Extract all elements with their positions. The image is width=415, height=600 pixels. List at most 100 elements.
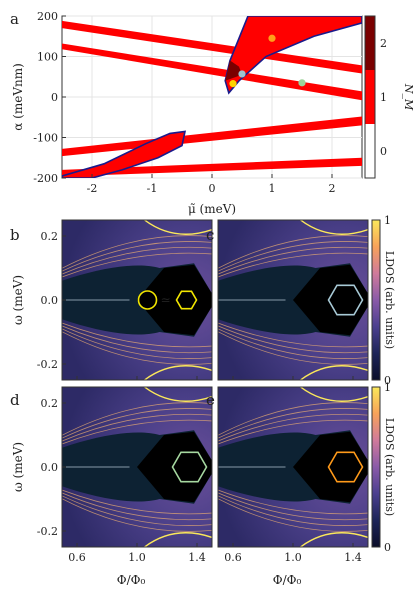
y-tick-label-3: 100: [37, 51, 58, 64]
p-d-upper-curve-0: [62, 419, 212, 445]
panel-d-label: d: [10, 391, 20, 409]
marker-point-0: [229, 80, 237, 88]
p-d-x-tick-label-1: 1.0: [128, 551, 146, 564]
x-tick-label-3: 1: [269, 182, 276, 195]
p-e-upper-curve-1: [218, 413, 368, 442]
panel-e-x-label: Φ/Φ₀: [273, 573, 302, 587]
p-c-upper-curve-1: [218, 246, 368, 275]
panel-a-x-ticks: -2 -1 0 1 2: [87, 174, 336, 195]
y-tick-label-2: 0: [51, 91, 58, 104]
colorbar-tick-1: 1: [380, 91, 387, 104]
p-d-y-tick-label-1: 0.0: [41, 461, 59, 474]
p-b-gap-region: [137, 264, 212, 336]
colorbar-segment-1: [365, 70, 375, 124]
x-tick-label-4: 2: [329, 182, 336, 195]
p-e-lower-curve-2: [218, 495, 368, 526]
p-d-content: [62, 387, 212, 547]
x-tick-label-2: 0: [209, 182, 216, 195]
p-d-lower-curve-0: [62, 489, 212, 515]
panel-b-heatmap: ≃ -0.2 0.0 0.2: [37, 219, 213, 381]
p-e-bottom-bright: [300, 532, 368, 547]
p-c-gap-region: [293, 264, 368, 336]
p-b-upper-curve-3: [62, 235, 212, 269]
panel-a: a -2 -1 0 1 2 -200 -100 0 100 200 μ̃ (meV) α (me…: [10, 10, 415, 216]
band-0: [62, 20, 362, 74]
panel-a-x-label: μ̃ (meV): [188, 202, 236, 216]
panel-b: b ≃ -0.2 0.0 0.2: [10, 219, 213, 381]
p-c-top-bright: [300, 220, 368, 235]
p-b-lower-curve-2: [62, 328, 212, 359]
colorbar-tick-0: 0: [380, 145, 387, 158]
y-tick-label-4: 200: [37, 10, 58, 23]
p-b-inset-circle: [137, 290, 158, 310]
cb2-tick-1: 1: [384, 381, 391, 394]
p-d-top-bright: [144, 387, 212, 402]
overlap-region: [225, 60, 242, 81]
p-d-lower-curve-3: [62, 498, 212, 532]
panel-d-heatmap: -0.2 0.0 0.2 0.6 1.0 1.4: [37, 386, 213, 564]
band-2: [62, 116, 362, 157]
ldos-colorbar-bottom: 01: [371, 381, 391, 554]
p-e-upper-curve-3: [218, 402, 368, 436]
marker-point-2: [298, 79, 306, 87]
p-d-upper-curve-1: [62, 413, 212, 442]
marker-point-3: [268, 34, 276, 42]
p-d-lower-curve-2: [62, 495, 212, 526]
panel-c: c: [206, 219, 369, 381]
p-d-x-tick-label-0: 0.6: [68, 551, 86, 564]
y-tick-label-0: -200: [33, 172, 58, 185]
ldos-colorbar-bottom-label: LDOS (arb. units): [383, 418, 396, 516]
colorbar-frame: [364, 15, 376, 179]
p-d-upper-curve-2: [62, 408, 212, 439]
colorbar-segment-0: [365, 16, 375, 70]
p-d-y-tick-label-2: 0.2: [41, 397, 59, 410]
ldos-colorbar-top-label: LDOS (arb. units): [383, 251, 396, 349]
p-d-bottom-bright: [144, 532, 212, 547]
p-e-lower-curve-0: [218, 489, 368, 515]
marker-point-1: [238, 70, 246, 78]
p-e-content: [218, 387, 368, 547]
p-b-lower-curve-0: [62, 322, 212, 348]
panel-d: d -0.2 0.0 0.2 0.6 1.0 1.4: [10, 386, 213, 564]
band-3: [62, 157, 362, 177]
panel-e: e 0.6 1.0 1.4: [206, 386, 369, 564]
p-b-upper-curve-0: [62, 252, 212, 278]
p-d-inset-hexagon: [171, 451, 208, 483]
p-c-lower-curve-2: [218, 328, 368, 359]
p-b-lower-curve-1: [62, 325, 212, 354]
p-d-y-tick-label-0: -0.2: [37, 525, 58, 538]
p-b-upper-curve-2: [62, 241, 212, 272]
panel-a-bands: [62, 20, 362, 177]
panel-a-colorbar: 0 1 2: [364, 15, 387, 179]
p-e-gap-region: [293, 431, 368, 503]
p-b-y-tick-label-2: 0.2: [41, 230, 59, 243]
topological-region-1: [62, 130, 187, 178]
p-b-content: [62, 220, 212, 380]
panel-a-label: a: [10, 10, 19, 28]
panel-a-colorbar-label: N_M: [402, 83, 415, 111]
colorbar-tick-2: 2: [380, 37, 387, 50]
p-c-lower-curve-0: [218, 322, 368, 348]
panel-b-label: b: [10, 226, 20, 244]
p-c-bottom-bright: [300, 365, 368, 380]
p-b-inset-hexagon: [175, 290, 198, 310]
panel-a-points: [229, 34, 306, 88]
p-c-upper-curve-0: [218, 252, 368, 278]
panel-e-label: e: [206, 391, 215, 409]
p-c-inset-hexagon: [327, 284, 364, 316]
p-e-lower-curve-3: [218, 498, 368, 532]
p-c-upper-curve-3: [218, 235, 368, 269]
cb1-tick-0: 0: [384, 374, 391, 387]
panel-c-label: c: [206, 226, 214, 244]
p-e-upper-curve-0: [218, 419, 368, 445]
p-d-gap-region: [137, 431, 212, 503]
p-c-lower-curve-3: [218, 331, 368, 365]
cb2-tick-0: 0: [384, 541, 391, 554]
cb2-gradient: [371, 386, 381, 548]
colorbar-segment-2: [365, 124, 375, 178]
p-b-y-tick-label-0: -0.2: [37, 358, 58, 371]
panel-c-heatmap: [217, 219, 369, 381]
p-b-inset-symbol: ≃: [160, 293, 170, 307]
ldos-colorbar-top: 01: [371, 214, 391, 387]
